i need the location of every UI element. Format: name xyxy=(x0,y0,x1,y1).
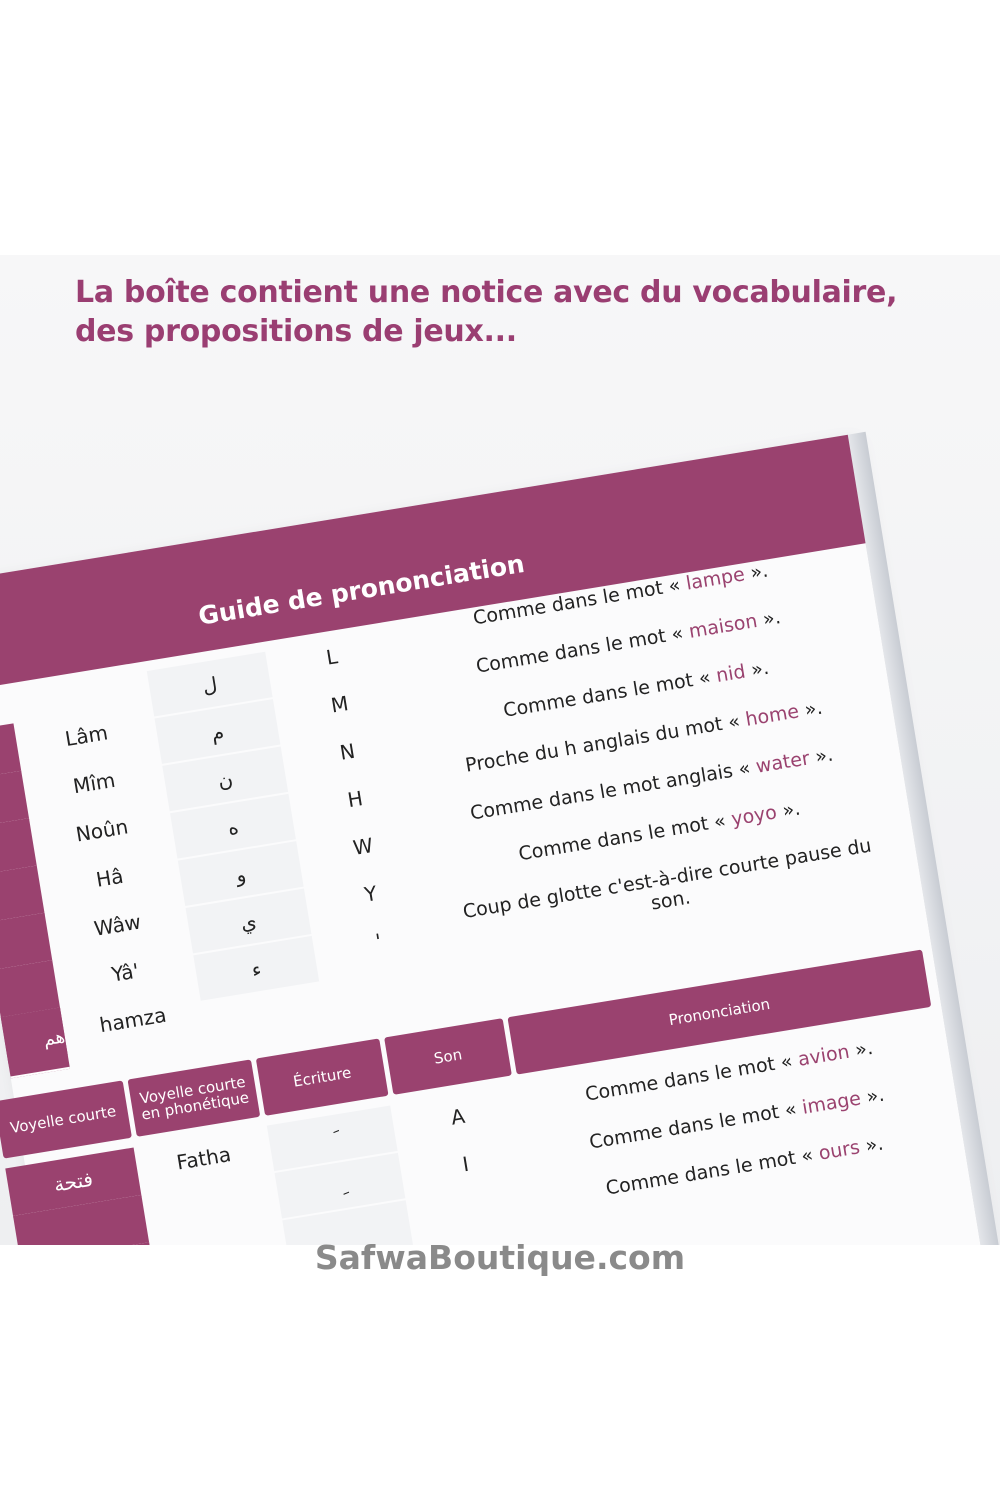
headline-line-1: La boîte contient une notice avec du voc… xyxy=(75,275,898,310)
pron-prefix: Comme dans le mot « xyxy=(501,665,719,722)
left-arabic-partial: هم xyxy=(0,1007,71,1079)
vowel-sound: A xyxy=(449,1103,467,1130)
vowel-phonetic xyxy=(148,1184,271,1204)
pron-prefix: Comme dans le mot « xyxy=(474,621,691,678)
vowel-phonetic: Fatha xyxy=(174,1142,233,1175)
pron-word: home xyxy=(743,700,801,731)
letter-name: Yâ' xyxy=(109,958,141,987)
pron-prefix: Comme dans le mot « xyxy=(587,1097,805,1154)
letter-name: Mîm xyxy=(71,767,117,799)
pron-suffix: ». xyxy=(742,559,770,586)
pron-word: maison xyxy=(687,609,759,643)
pron-prefix: Comme dans le mot « xyxy=(604,1142,821,1200)
pron-suffix: ». xyxy=(807,743,835,770)
pron-word: avion xyxy=(796,1040,852,1071)
pron-suffix: ». xyxy=(857,1132,885,1159)
pron-prefix: Comme dans le mot « xyxy=(516,808,734,866)
photo-scene: La boîte contient une notice avec du voc… xyxy=(0,255,1000,1245)
letter-name: Lâm xyxy=(63,720,110,752)
watermark: SafwaBoutique.com xyxy=(314,1238,686,1277)
pron-suffix: ». xyxy=(858,1083,886,1110)
letter-name: Noûn xyxy=(74,814,130,847)
pron-word: yoyo xyxy=(729,801,779,831)
pron-suffix: ». xyxy=(847,1036,875,1063)
pron-word: ours xyxy=(817,1136,862,1165)
pron-suffix: ». xyxy=(755,606,783,632)
pron-word: nid xyxy=(714,660,748,687)
vowel-header: Voyelle courte en phonétique xyxy=(127,1059,261,1137)
vowel-header: Son xyxy=(384,1018,512,1095)
pron-suffix: ». xyxy=(797,696,825,723)
letter-name: hamza xyxy=(97,1002,169,1038)
booklet: Guide de prononciation Lâm ل L Comme dans l… xyxy=(0,431,1000,1245)
pron-word: image xyxy=(800,1087,863,1119)
vowel-header: Écriture xyxy=(255,1038,389,1116)
vowel-sound xyxy=(412,1190,530,1209)
vowel-header: Voyelle courte xyxy=(0,1080,132,1159)
pron-suffix: ». xyxy=(774,797,802,824)
pron-suffix: ». xyxy=(743,656,771,683)
letter-name: Wâw xyxy=(92,909,143,941)
letter-name: Hâ xyxy=(94,863,126,892)
headline-line-2: des propositions de jeux... xyxy=(75,314,517,349)
pron-word: water xyxy=(754,747,812,778)
vowel-sound: I xyxy=(460,1151,471,1177)
headline: La boîte contient une notice avec du voc… xyxy=(75,273,897,351)
